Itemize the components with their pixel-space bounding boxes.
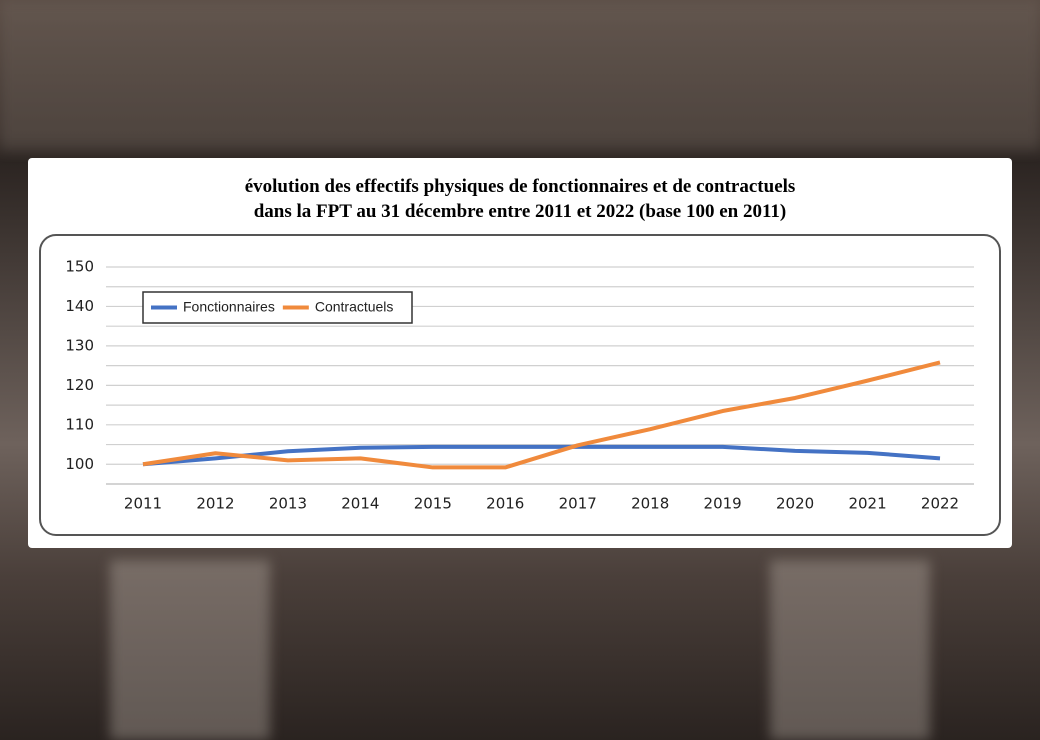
x-tick-label: 2020: [776, 495, 814, 513]
x-tick-label: 2021: [848, 495, 886, 513]
x-tick-label: 2022: [921, 495, 959, 513]
chart-title: évolution des effectifs physiques de fon…: [28, 174, 1012, 224]
title-line: dans la FPT au 31 décembre entre 2011 et…: [253, 201, 787, 222]
x-tick-label: 2015: [414, 495, 452, 513]
legend-box: [142, 291, 413, 324]
x-tick-label: 2013: [269, 495, 307, 513]
x-tick-label: 2019: [704, 495, 742, 513]
x-tick-label: 2018: [631, 495, 669, 513]
series-line: [142, 444, 941, 467]
legend-label: Fonctionnaires: [183, 299, 275, 315]
y-tick-label: 150: [65, 258, 94, 276]
legend-label: Contractuels: [315, 299, 394, 315]
x-tick-label: 2016: [486, 495, 524, 513]
chart: 100 110 120 130 140 150 2011 2012 2013 2014 2015 20…: [39, 234, 1001, 536]
chart-card: évolution des effectifs physiques de fon…: [28, 158, 1012, 548]
y-tick-label: 110: [65, 415, 94, 433]
y-tick-label: 130: [65, 336, 94, 354]
x-tick-label: 2014: [341, 495, 379, 513]
y-tick-label: 120: [65, 376, 94, 394]
series-line: [142, 360, 941, 470]
background-column: [110, 560, 270, 740]
x-tick-label: 2011: [124, 495, 162, 513]
background-column: [770, 560, 930, 740]
background: [0, 0, 1040, 150]
x-tick-label: 2017: [559, 495, 597, 513]
x-tick-label: 2012: [196, 495, 234, 513]
title-line: évolution des effectifs physiques de fon…: [244, 176, 796, 197]
y-tick-label: 100: [65, 455, 94, 473]
y-tick-label: 140: [65, 297, 94, 315]
